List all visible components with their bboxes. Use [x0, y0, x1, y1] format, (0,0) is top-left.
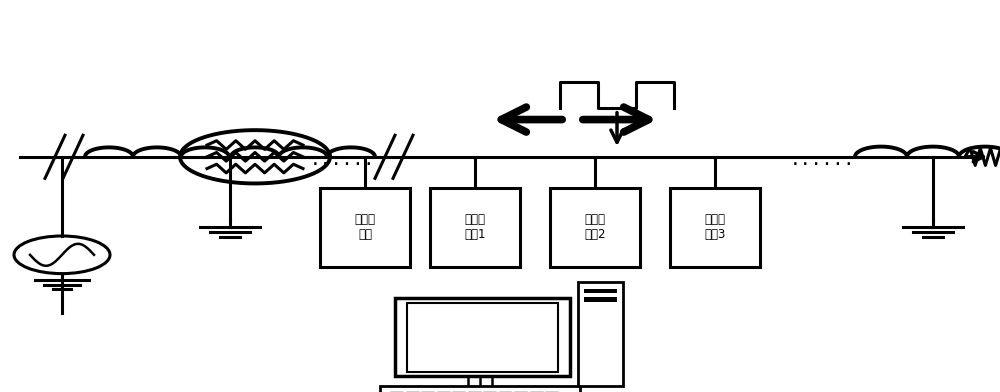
FancyBboxPatch shape — [550, 188, 640, 267]
FancyBboxPatch shape — [430, 188, 520, 267]
FancyBboxPatch shape — [407, 303, 558, 372]
FancyBboxPatch shape — [584, 289, 617, 293]
FancyBboxPatch shape — [670, 188, 760, 267]
FancyBboxPatch shape — [584, 297, 617, 302]
Text: 监测传
感器1: 监测传 感器1 — [464, 213, 486, 241]
FancyBboxPatch shape — [578, 282, 623, 386]
FancyBboxPatch shape — [395, 298, 570, 376]
Text: ......: ...... — [310, 151, 375, 169]
FancyBboxPatch shape — [320, 188, 410, 267]
Text: 监测传
感器2: 监测传 感器2 — [584, 213, 606, 241]
FancyBboxPatch shape — [380, 386, 580, 392]
Text: 监测传
感器3: 监测传 感器3 — [704, 213, 726, 241]
Text: 监测传
感器: 监测传 感器 — [354, 213, 376, 241]
Text: ......: ...... — [790, 151, 855, 169]
